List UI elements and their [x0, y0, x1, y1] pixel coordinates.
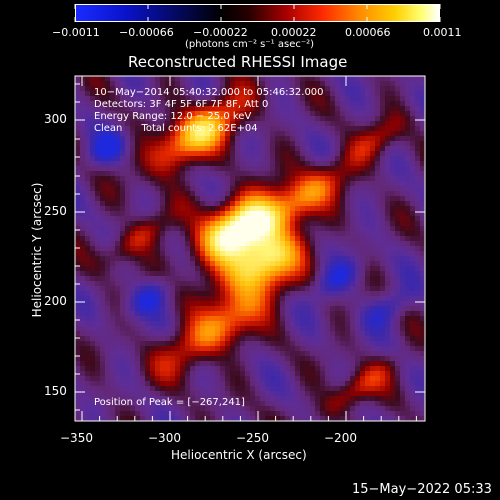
colorbar-tick-label: 0.0011 — [423, 26, 462, 39]
y-axis-ticks — [75, 83, 425, 411]
colorbar-tick-label: −0.0011 — [52, 26, 100, 39]
y-tick-label: 250 — [44, 204, 67, 218]
colorbar-gradient — [75, 4, 440, 22]
y-axis-label: Heliocentric Y (arcsec) — [30, 182, 44, 318]
colorbar-tick-label: −0.00066 — [119, 26, 174, 39]
x-axis-label: Heliocentric X (arcsec) — [171, 448, 307, 462]
energy-range-annotation: Energy Range: 12.0 − 25.0 keV — [94, 111, 252, 122]
clean-counts-annotation: Clean Total counts: 2.62E+04 — [94, 123, 258, 134]
x-axis-ticks — [81, 76, 417, 421]
footer-timestamp: 15−May−2022 05:33 — [352, 482, 492, 497]
colorbar-tick-label: −0.00022 — [193, 26, 248, 39]
colorbar-tick-label: 0.00022 — [271, 26, 317, 39]
x-tick-label: −250 — [236, 431, 269, 445]
detectors-annotation: Detectors: 3F 4F 5F 6F 7F 8F, Att 0 — [94, 99, 269, 110]
x-tick-label: −200 — [324, 431, 357, 445]
colorbar-unit-label: (photons cm⁻² s⁻¹ asec⁻²) — [185, 39, 315, 50]
y-tick-label: 300 — [44, 112, 67, 126]
colorbar-tick-label: 0.00066 — [345, 26, 391, 39]
peak-position-annotation: Position of Peak = [−267,241] — [94, 397, 245, 408]
x-tick-label: −350 — [60, 431, 93, 445]
colorbar-ticks — [74, 4, 441, 22]
y-tick-label: 200 — [44, 294, 67, 308]
y-tick-label: 150 — [44, 384, 67, 398]
x-tick-label: −300 — [148, 431, 181, 445]
plot-title: Reconstructed RHESSI Image — [128, 53, 348, 71]
rhessi-heatmap-image — [75, 76, 425, 421]
time-range-annotation: 10−May−2014 05:40:32.000 to 05:46:32.000 — [94, 87, 324, 98]
